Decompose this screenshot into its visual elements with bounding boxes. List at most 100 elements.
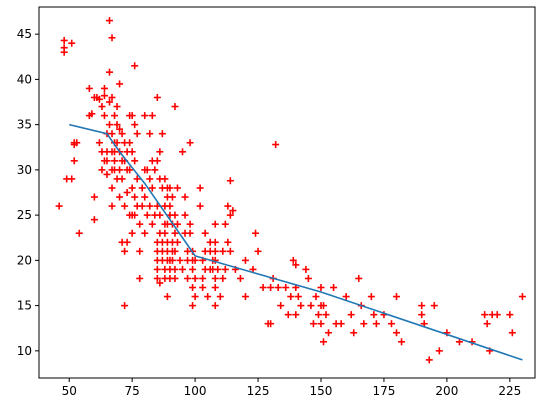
data-point <box>113 121 121 129</box>
data-point <box>116 80 124 88</box>
data-point <box>435 347 443 355</box>
data-point <box>103 157 111 165</box>
data-point <box>153 93 161 101</box>
data-point <box>116 125 124 133</box>
data-point <box>342 293 350 301</box>
data-point <box>224 202 232 210</box>
data-point <box>105 68 113 76</box>
data-point <box>148 112 156 120</box>
data-point <box>131 62 139 70</box>
data-point <box>322 311 330 319</box>
data-point <box>224 238 232 246</box>
data-point <box>116 193 124 201</box>
data-point <box>156 211 164 219</box>
data-point <box>191 256 199 264</box>
data-point <box>146 130 154 138</box>
data-point <box>60 36 68 44</box>
data-point <box>171 265 179 273</box>
data-point <box>204 293 212 301</box>
data-point <box>292 311 300 319</box>
data-point <box>171 103 179 111</box>
y-tick-label: 30 <box>17 163 32 177</box>
data-point <box>95 95 103 103</box>
data-point <box>161 229 169 237</box>
data-point <box>284 311 292 319</box>
trend-line <box>69 123 523 361</box>
data-point <box>105 98 113 106</box>
data-point <box>100 112 108 120</box>
data-point <box>254 247 262 255</box>
data-point <box>347 311 355 319</box>
data-point <box>221 220 229 228</box>
data-point <box>493 311 501 319</box>
data-point <box>163 293 171 301</box>
data-point <box>108 130 116 138</box>
data-point <box>158 130 166 138</box>
data-point <box>191 274 199 282</box>
data-point <box>126 166 134 174</box>
data-point <box>108 93 116 101</box>
data-point <box>320 338 328 346</box>
x-tick-label: 200 <box>435 384 458 398</box>
data-point <box>151 166 159 174</box>
data-point <box>131 193 139 201</box>
data-point <box>211 302 219 310</box>
data-point <box>320 302 328 310</box>
data-point <box>214 265 222 273</box>
data-point <box>136 247 144 255</box>
data-point <box>108 184 116 192</box>
data-point <box>153 265 161 273</box>
data-point <box>267 284 275 292</box>
data-point <box>153 157 161 165</box>
data-point <box>108 34 116 42</box>
data-point <box>398 338 406 346</box>
data-point <box>211 274 219 282</box>
data-point <box>317 320 325 328</box>
data-point <box>226 247 234 255</box>
data-point <box>118 175 126 183</box>
data-point <box>360 320 368 328</box>
y-tick-label: 15 <box>17 299 32 313</box>
data-point <box>171 229 179 237</box>
data-point <box>171 274 179 282</box>
data-point <box>481 311 489 319</box>
data-point <box>138 202 146 210</box>
data-point <box>211 220 219 228</box>
data-point <box>173 220 181 228</box>
data-point <box>267 320 275 328</box>
data-point <box>100 84 108 92</box>
data-point <box>75 229 83 237</box>
data-point <box>100 92 108 100</box>
data-point <box>189 284 197 292</box>
data-point <box>68 175 76 183</box>
data-point <box>60 44 68 52</box>
data-point <box>304 274 312 282</box>
data-point <box>131 211 139 219</box>
data-point <box>186 229 194 237</box>
data-point <box>111 112 119 120</box>
data-point <box>241 293 249 301</box>
data-point <box>105 121 113 129</box>
data-point <box>216 293 224 301</box>
data-point <box>111 157 119 165</box>
data-point <box>128 184 136 192</box>
data-point <box>221 265 229 273</box>
data-point <box>309 320 317 328</box>
data-point <box>367 293 375 301</box>
data-point <box>186 139 194 147</box>
data-point <box>181 193 189 201</box>
data-point <box>252 229 260 237</box>
y-tick-label: 10 <box>17 344 32 358</box>
y-tick-label: 40 <box>17 72 32 86</box>
data-point <box>171 247 179 255</box>
data-point <box>430 302 438 310</box>
data-point <box>168 256 176 264</box>
data-point <box>226 177 234 185</box>
x-tick-label: 150 <box>310 384 333 398</box>
data-point <box>307 302 315 310</box>
x-tick-label: 100 <box>184 384 207 398</box>
data-point <box>199 284 207 292</box>
data-point <box>219 247 227 255</box>
data-point <box>113 103 121 111</box>
